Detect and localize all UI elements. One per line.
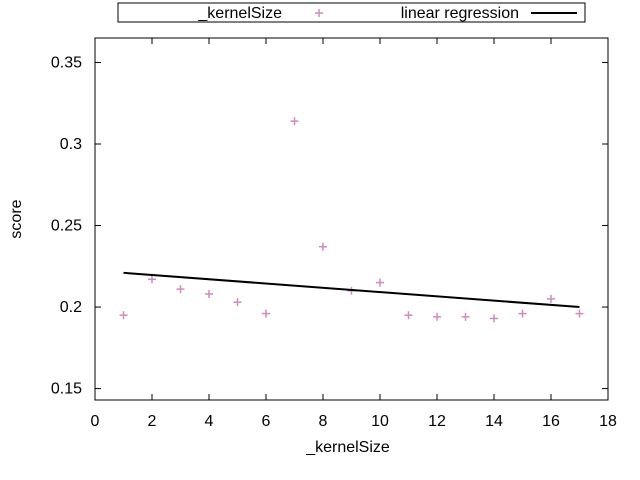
- data-point: [262, 309, 270, 318]
- data-point: [205, 290, 213, 299]
- regression-line: [123, 271, 580, 309]
- data-point: [148, 275, 156, 284]
- data-point: [575, 309, 584, 318]
- data-point: [290, 117, 299, 126]
- data-point: [518, 309, 527, 318]
- data-layer: [119, 117, 584, 323]
- x-tick-label: 4: [205, 413, 214, 430]
- y-axis-label: score: [8, 199, 25, 238]
- x-tick-label: 0: [91, 413, 100, 430]
- data-point: [547, 294, 555, 303]
- x-tick-label: 12: [428, 413, 446, 430]
- data-point: [233, 298, 242, 307]
- legend-box: [117, 2, 586, 23]
- x-tick-label: 16: [542, 413, 560, 430]
- x-tick-label: 6: [262, 413, 271, 430]
- x-tick-label: 18: [599, 413, 617, 430]
- y-tick-label: 0.3: [60, 136, 82, 153]
- y-tick-label: 0.35: [51, 54, 82, 71]
- data-point: [404, 311, 413, 320]
- data-point: [433, 312, 441, 321]
- data-point: [376, 278, 384, 287]
- legend-label-kernel-size: _kernelSize: [197, 5, 282, 22]
- data-point: [490, 314, 498, 323]
- y-axis: 0.15 0.2 0.25 0.3 0.35: [51, 54, 608, 398]
- legend-plus-mark: [315, 9, 323, 17]
- x-tick-label: 10: [371, 413, 389, 430]
- x-tick-label: 14: [485, 413, 503, 430]
- y-tick-label: 0.2: [60, 299, 82, 316]
- data-point: [319, 242, 327, 251]
- y-tick-label: 0.15: [51, 381, 82, 398]
- legend-label-linear-regression: linear regression: [401, 5, 519, 22]
- x-axis-label: _kernelSize: [305, 439, 390, 456]
- data-point: [119, 311, 128, 320]
- y-tick-label: 0.25: [51, 218, 82, 235]
- data-point: [461, 312, 470, 321]
- x-tick-label: 8: [319, 413, 328, 430]
- legend-marker-plus: [315, 9, 323, 17]
- data-point: [176, 285, 185, 294]
- plot-area: [94, 37, 609, 401]
- x-tick-label: 2: [148, 413, 157, 430]
- legend: _kernelSize linear regression: [117, 2, 586, 23]
- x-axis: 0 2 4 6 8 10 12 14 16 18: [91, 38, 617, 430]
